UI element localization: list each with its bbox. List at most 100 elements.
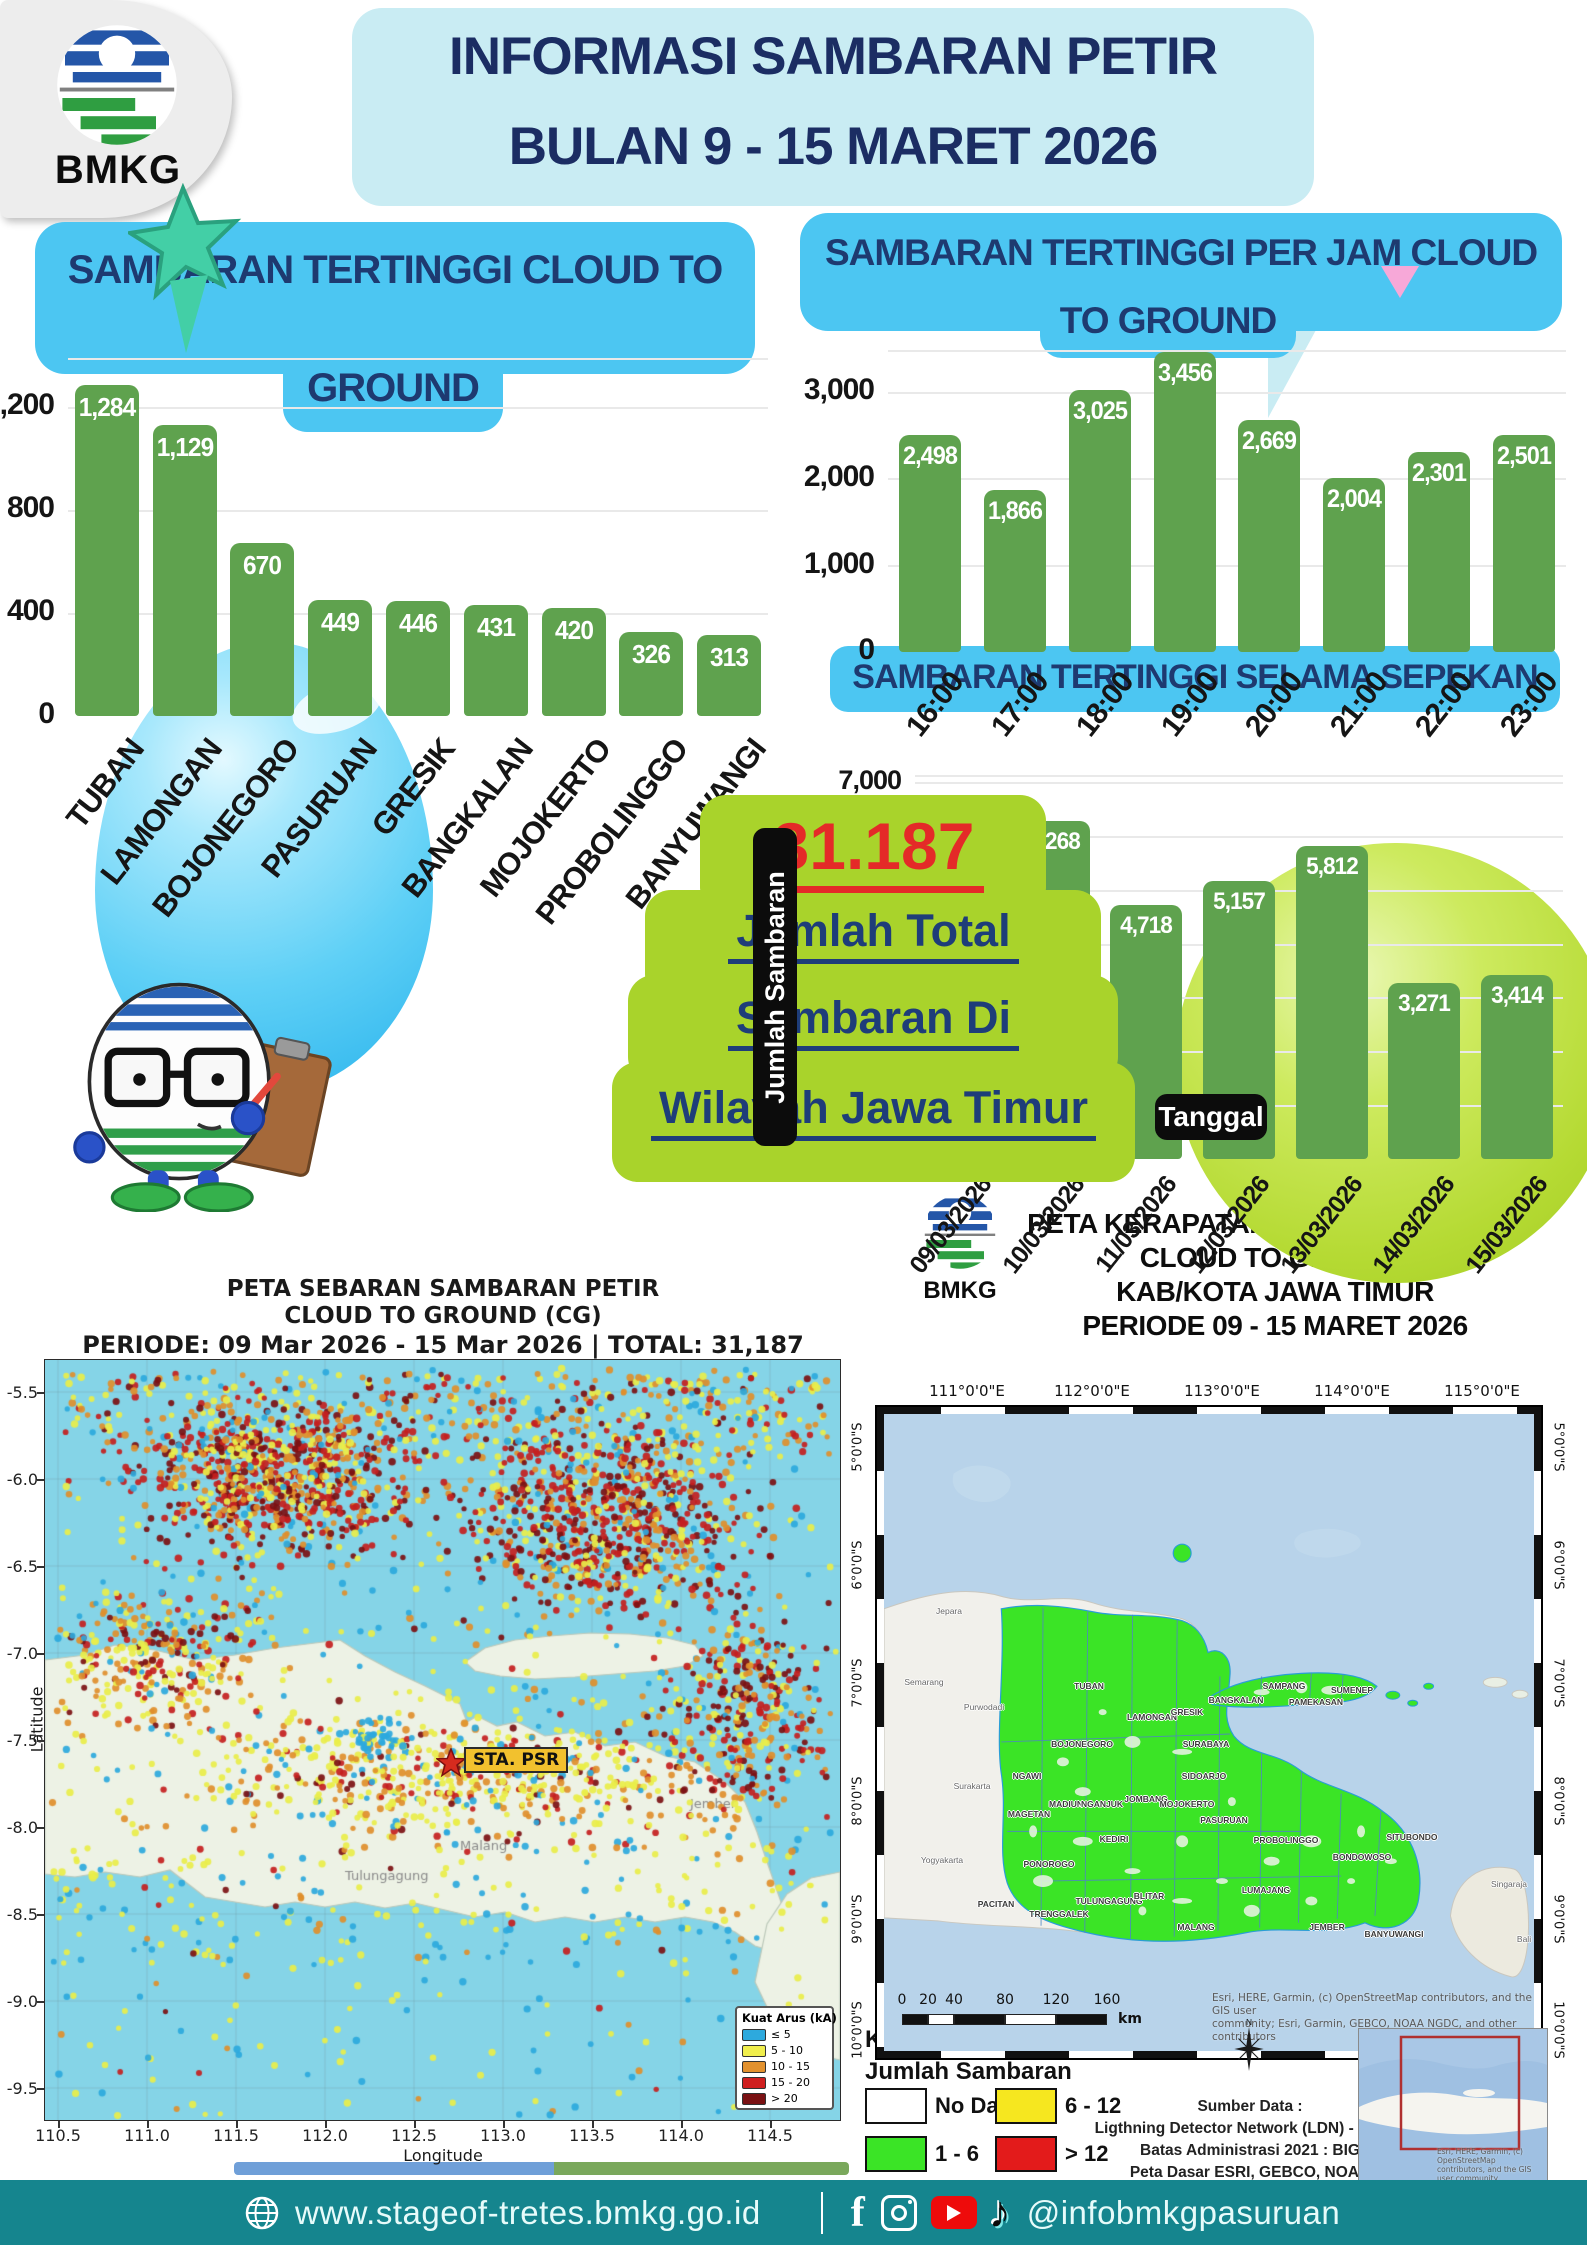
by-city-title-line2: GROUND <box>307 366 480 410</box>
bar <box>74 385 139 716</box>
total-line2: Sambaran Di <box>612 992 1135 1051</box>
density-right-tick: 7°0'0"S <box>1550 1658 1566 1708</box>
bar <box>1068 389 1131 652</box>
header-banner <box>352 8 1314 206</box>
total-line3: Wilayah Jawa Timur <box>612 1082 1135 1141</box>
legend-swatch <box>742 2028 766 2041</box>
chart-gridline <box>68 510 768 512</box>
y-axis-tick-label: 3,000 <box>803 373 875 407</box>
scalebar-segment <box>902 2014 928 2025</box>
y-axis-tick-label: 1,200 <box>0 388 55 422</box>
facebook-icon[interactable]: f <box>850 2189 865 2236</box>
y-axis-tick-label: 1,000 <box>803 546 875 580</box>
density-title-line4: PERIODE 09 - 15 MARET 2026 <box>1082 1310 1468 1341</box>
density-legend-label: > 12 <box>1065 2141 1109 2166</box>
bar-value-label: 431 <box>476 612 516 642</box>
tiktok-icon[interactable]: ♪ <box>988 2187 1011 2237</box>
bar <box>1492 435 1555 652</box>
bar-value-label: 670 <box>243 550 282 581</box>
star-decoration <box>124 182 248 368</box>
bar-value-label: 2,004 <box>1327 485 1382 514</box>
bar <box>619 632 684 716</box>
compass-rose-icon: N <box>1228 2016 1270 2087</box>
scatter-x-tick-label: 113.0 <box>480 2126 526 2145</box>
tick-mark <box>592 2121 594 2128</box>
svg-text:N: N <box>1246 2017 1252 2027</box>
footer-website[interactable]: www.stageof-tretes.bmkg.go.id <box>295 2193 761 2231</box>
instagram-icon[interactable] <box>880 2194 917 2231</box>
region-label: MOJOKERTO <box>1159 1799 1215 1809</box>
scalebar-segment <box>928 2014 954 2025</box>
region-label: MAGETAN <box>1007 1809 1051 1819</box>
station-label: STA. PSR <box>464 1747 569 1773</box>
scatter-legend-item: 15 - 20 <box>742 2076 827 2089</box>
region-label: MALANG <box>1177 1922 1215 1932</box>
total-value: 31.187 <box>612 808 1135 893</box>
youtube-icon[interactable] <box>930 2196 977 2229</box>
bar-value-label: 1,129 <box>156 432 213 463</box>
bar-value-label: 313 <box>710 642 749 673</box>
pink-triangle-decoration <box>1381 266 1419 298</box>
footer-handle[interactable]: @infobmkgpasuruan <box>1026 2193 1341 2231</box>
by-day-xlabel: Tanggal <box>1158 1101 1264 1132</box>
legend-label: 5 - 10 <box>771 2044 803 2057</box>
tick-mark <box>37 1479 44 1481</box>
scatter-x-tick-label: 110.5 <box>35 2126 81 2145</box>
density-right-tick: 5°0'0"S <box>1550 1422 1566 1472</box>
region-label: LAMONGAN <box>1126 1712 1178 1722</box>
chart-gridline <box>888 478 1566 481</box>
header-title-line2: BULAN 9 - 15 MARET 2026 <box>508 117 1159 176</box>
by-day-xlabel-pill: Tanggal <box>1155 1094 1267 1140</box>
density-top-tick: 111°0'0"E <box>929 1382 1005 1400</box>
bar-value-label: 2,498 <box>903 442 958 471</box>
region-label: TUBAN <box>1074 1681 1104 1691</box>
density-legend-swatch <box>995 2136 1057 2172</box>
tick-mark <box>236 2121 238 2128</box>
density-top-tick: 113°0'0"E <box>1184 1382 1260 1400</box>
region-label: SIDOARJO <box>1181 1771 1227 1781</box>
context-label: Purwodadi <box>963 1702 1005 1712</box>
station-star-icon <box>434 1746 468 1783</box>
bar <box>1323 478 1386 652</box>
region-label: BLITAR <box>1133 1891 1165 1901</box>
density-legend-swatch <box>865 2088 927 2124</box>
context-label: Bali <box>1516 1934 1532 1944</box>
tick-mark <box>325 2121 327 2128</box>
scatter-title-line2: CLOUD TO GROUND (CG) <box>284 1303 602 1329</box>
region-label: NGAWI <box>1012 1771 1042 1781</box>
total-line1: Jumlah Total <box>612 905 1135 964</box>
by-hour-title-line1: SAMBARAN TERTINGGI PER JAM CLOUD <box>824 232 1538 273</box>
density-top-tick: 115°0'0"E <box>1444 1382 1520 1400</box>
tick-mark <box>414 2121 416 2128</box>
region-label: BANGKALAN <box>1208 1695 1264 1705</box>
bar-value-label: 3,456 <box>1157 359 1213 388</box>
scatter-y-tick-label: -6.0 <box>6 1470 38 1489</box>
bar-value-label: 2,301 <box>1411 459 1467 488</box>
divider-strip <box>234 2162 849 2175</box>
density-right-tick: 9°0'0"S <box>1550 1894 1566 1944</box>
scalebar-segment <box>1056 2014 1107 2025</box>
scalebar-number: 120 <box>1042 1992 1070 2008</box>
scatter-legend-item: 10 - 15 <box>742 2060 827 2073</box>
inset-attribution: Esri, HERE, Garmin, (c) OpenStreetMap co… <box>1437 2147 1532 2183</box>
by-day-ylabel: Jumlah Sambaran <box>759 870 790 1104</box>
density-legend-label: 1 - 6 <box>935 2141 980 2166</box>
density-bmkg-logo: BMKG <box>920 1192 1000 1305</box>
legend-label: ≤ 5 <box>771 2028 791 2041</box>
legend-label: > 20 <box>771 2092 798 2105</box>
scatter-y-tick-label: -5.5 <box>6 1383 38 1402</box>
legend-heading2: Jumlah Sambaran <box>865 2058 1072 2085</box>
tick-mark <box>37 1914 44 1916</box>
scalebar-number: 160 <box>1093 1992 1121 2008</box>
density-top-tick: 114°0'0"E <box>1314 1382 1390 1400</box>
scatter-x-tick-label: 111.0 <box>124 2126 170 2145</box>
bar-value-label: 2,669 <box>1242 427 1297 456</box>
y-axis-tick-label: 800 <box>6 491 55 525</box>
globe-icon <box>245 2196 279 2229</box>
tick-mark <box>37 1392 44 1394</box>
density-right-tick: 8°0'0"S <box>1550 1776 1566 1826</box>
scatter-legend-item: ≤ 5 <box>742 2028 827 2041</box>
density-legend-label: 6 - 12 <box>1065 2093 1122 2118</box>
chart-gridline <box>68 613 768 615</box>
